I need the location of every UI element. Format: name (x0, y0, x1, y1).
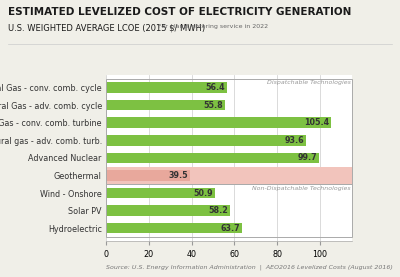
Text: Dispatchable Technologies: Dispatchable Technologies (267, 80, 351, 85)
Bar (106, 79, 352, 184)
Text: 63.7: 63.7 (220, 224, 240, 233)
Bar (106, 184, 352, 237)
Text: Source: U.S. Energy Information Administration  |  AEO2016 Levelized Costs (Augu: Source: U.S. Energy Information Administ… (106, 265, 393, 270)
Bar (106, 223, 242, 234)
Bar (106, 117, 332, 128)
Text: 50.9: 50.9 (193, 189, 213, 198)
Text: 58.2: 58.2 (208, 206, 228, 215)
Text: 39.5: 39.5 (169, 171, 188, 180)
Text: ESTIMATED LEVELIZED COST OF ELECTRICITY GENERATION: ESTIMATED LEVELIZED COST OF ELECTRICITY … (8, 7, 351, 17)
Text: Non-Dispatchable Technologies: Non-Dispatchable Technologies (252, 186, 351, 191)
Bar (106, 100, 225, 111)
Bar (106, 167, 352, 184)
Bar (106, 153, 319, 163)
Text: 56.4: 56.4 (205, 83, 224, 92)
Text: U.S. WEIGHTED AVERAGE LCOE (2015 $/ MWH): U.S. WEIGHTED AVERAGE LCOE (2015 $/ MWH) (8, 24, 205, 32)
Bar (106, 82, 227, 93)
Bar (106, 170, 190, 181)
Text: 105.4: 105.4 (304, 118, 329, 127)
Text: 93.6: 93.6 (284, 136, 304, 145)
Text: For plants entering service in 2022: For plants entering service in 2022 (158, 24, 268, 29)
Bar (106, 135, 306, 146)
Bar (106, 188, 215, 198)
Bar (106, 205, 230, 216)
Text: 55.8: 55.8 (204, 101, 223, 110)
Text: 99.7: 99.7 (298, 153, 317, 162)
